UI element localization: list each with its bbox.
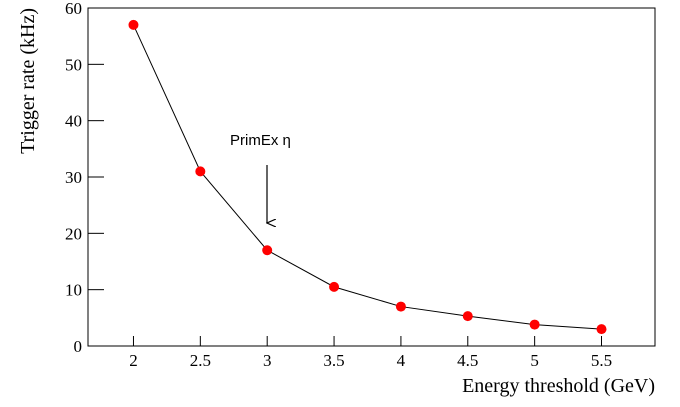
point	[395, 301, 406, 312]
x-tick-label: 2.5	[190, 351, 211, 370]
x-tick-label: 5	[530, 351, 539, 370]
point	[529, 319, 540, 330]
x-tick-label: 4.5	[457, 351, 478, 370]
y-tick-label: 20	[65, 224, 82, 243]
point	[195, 166, 206, 177]
y-tick-label: 30	[65, 168, 82, 187]
x-axis-label: Energy threshold (GeV)	[462, 375, 655, 397]
annotation: PrimEx η	[230, 132, 291, 149]
point	[596, 324, 607, 335]
y-tick-label: 60	[65, 0, 82, 18]
y-tick-label: 50	[65, 55, 82, 74]
x-tick-label: 5.5	[591, 351, 612, 370]
plot-frame	[87, 7, 656, 347]
x-tick-label: 2	[129, 351, 138, 370]
point	[262, 245, 273, 256]
point	[329, 281, 340, 292]
point	[128, 19, 139, 30]
x-tick-label: 3.5	[323, 351, 344, 370]
point	[462, 311, 473, 322]
x-tick-label: 3	[263, 351, 272, 370]
y-tick-label: 10	[65, 281, 82, 300]
line	[133, 24, 602, 330]
x-tick-label: 4	[397, 351, 406, 370]
y-axis-label: Trigger rate (kHz)	[17, 8, 39, 154]
y-tick-label: 0	[74, 337, 83, 356]
y-tick-label: 40	[65, 112, 82, 131]
